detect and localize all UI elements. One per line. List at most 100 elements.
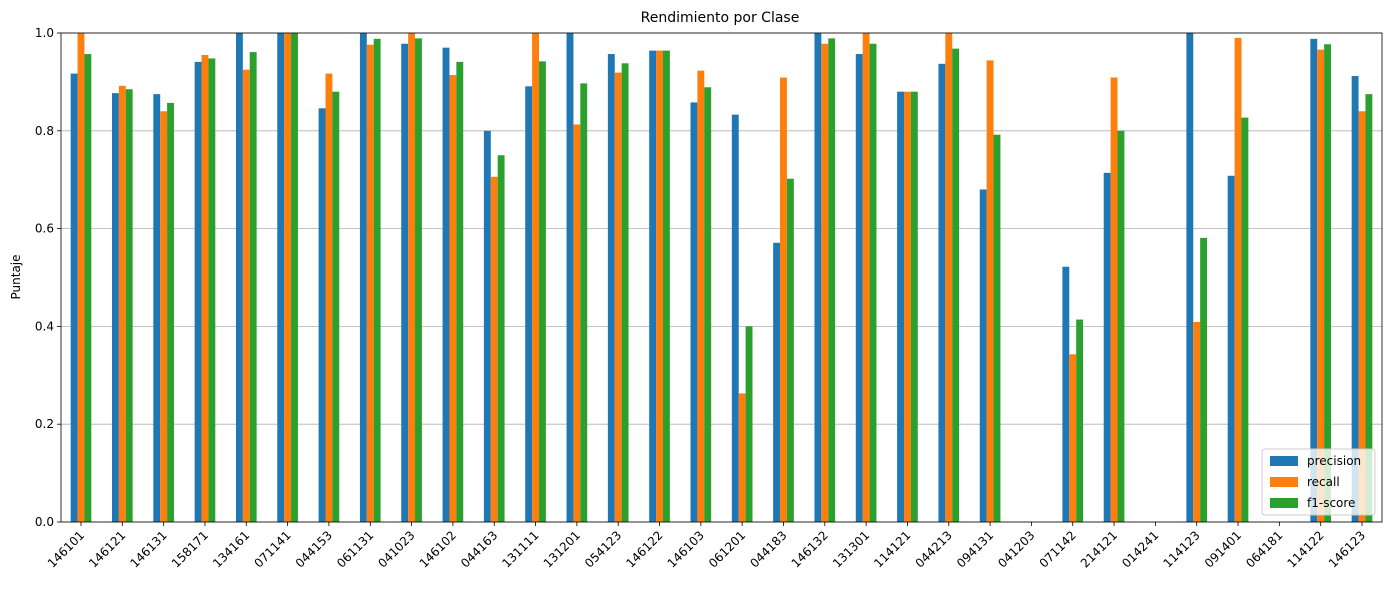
legend-label: f1-score <box>1307 496 1355 510</box>
bar-precision <box>607 54 615 522</box>
bar-f1-score <box>621 63 629 523</box>
y-tick-label: 0.0 <box>35 515 54 529</box>
x-tick-label: 061201 <box>706 528 748 570</box>
bar-recall <box>201 55 209 522</box>
bar-f1-score <box>1365 94 1373 522</box>
y-axis-label: Puntaje <box>9 254 23 299</box>
legend-swatch-recall <box>1270 477 1298 487</box>
bar-precision <box>855 54 863 522</box>
bar-precision <box>897 91 905 523</box>
x-tick-label: 131201 <box>541 528 583 570</box>
bar-recall <box>77 33 85 522</box>
x-tick-label: 071142 <box>1037 528 1079 570</box>
bar-recall <box>325 73 333 522</box>
x-tick-label: 146121 <box>86 528 128 570</box>
bar-f1-score <box>869 43 877 523</box>
bar-f1-score <box>291 33 298 522</box>
bar-precision <box>731 114 739 523</box>
x-tick-label: 131301 <box>830 528 872 570</box>
bar-recall <box>697 70 705 522</box>
x-tick-label: 091401 <box>1202 528 1244 570</box>
bar-precision <box>153 94 161 522</box>
x-tick-label: 044153 <box>293 528 335 570</box>
bar-precision <box>1186 33 1194 522</box>
bar-precision <box>483 130 491 523</box>
bar-precision <box>1310 38 1318 522</box>
legend: precision recall f1-score <box>1261 448 1376 516</box>
y-ticks: 0.0 0.2 0.4 0.6 0.8 1.0 <box>35 26 61 529</box>
bar-recall <box>1110 77 1118 523</box>
x-tick-label: 054123 <box>582 528 624 570</box>
bar-precision <box>1351 76 1359 523</box>
bar-recall <box>449 75 457 522</box>
bar-f1-score <box>373 38 381 522</box>
bars <box>70 33 1373 523</box>
x-tick-label: 146103 <box>665 528 707 570</box>
x-tick-label: 064181 <box>1243 528 1285 570</box>
bar-precision <box>773 242 781 522</box>
bar-precision <box>111 93 119 522</box>
bar-f1-score <box>1117 130 1125 523</box>
bar-recall <box>1234 37 1242 522</box>
bar-recall <box>945 33 953 522</box>
bar-f1-score <box>993 134 1001 522</box>
bar-recall <box>490 176 498 523</box>
bar-f1-score <box>580 83 588 522</box>
bar-f1-score <box>1241 117 1249 523</box>
bar-f1-score <box>662 50 670 522</box>
bar-f1-score <box>910 91 918 523</box>
x-tick-label: 044163 <box>458 528 500 570</box>
bar-recall <box>986 60 994 522</box>
bar-precision <box>1227 175 1235 522</box>
chart-title: Rendimiento por Clase <box>641 10 800 26</box>
bar-precision <box>235 33 243 522</box>
bar-recall <box>573 124 581 523</box>
bar-precision <box>70 73 78 522</box>
bar-recall <box>160 111 168 523</box>
bar-precision <box>938 63 946 522</box>
x-tick-label: 114122 <box>1285 528 1327 570</box>
bar-precision <box>979 189 987 523</box>
bar-recall <box>118 85 126 522</box>
y-tick-label: 1.0 <box>35 26 54 40</box>
x-tick-label: 114123 <box>1161 528 1203 570</box>
bar-precision <box>814 33 822 522</box>
y-tick-label: 0.4 <box>35 319 54 333</box>
bar-f1-score <box>828 38 836 523</box>
bar-f1-score <box>456 61 464 522</box>
x-tick-label: 014241 <box>1119 528 1161 570</box>
x-tick-label: 071141 <box>251 528 293 570</box>
legend-label: recall <box>1307 475 1340 489</box>
x-tick-label: 044183 <box>747 528 789 570</box>
bar-precision <box>194 61 202 522</box>
bar-f1-score <box>332 91 340 523</box>
bar-recall <box>1358 111 1366 523</box>
grid-lines <box>61 32 1382 523</box>
x-tick-label: 114121 <box>871 528 913 570</box>
axes <box>60 32 1383 523</box>
bar-recall <box>738 393 746 522</box>
bar-f1-score <box>125 89 133 523</box>
bar-f1-score <box>538 61 546 522</box>
bar-precision <box>318 108 326 522</box>
bar-recall <box>656 50 663 522</box>
bar-recall <box>821 43 829 523</box>
y-tick-label: 0.8 <box>35 124 54 138</box>
bar-f1-score <box>167 102 174 522</box>
bar-recall <box>862 33 870 522</box>
bar-f1-score <box>249 52 257 523</box>
y-tick-label: 0.6 <box>35 222 54 236</box>
bar-recall <box>904 91 911 523</box>
x-tick-label: 134161 <box>210 528 252 570</box>
bar-recall <box>780 77 787 523</box>
x-tick-label: 061131 <box>334 528 376 570</box>
bar-f1-score <box>84 54 92 522</box>
x-tick-label: 146102 <box>417 528 459 570</box>
x-tick-label: 146101 <box>45 528 87 570</box>
x-tick-label: 146132 <box>789 528 831 570</box>
bar-f1-score <box>745 326 753 522</box>
bar-f1-score <box>786 178 794 523</box>
bar-recall <box>614 72 622 522</box>
x-tick-label: 041203 <box>995 528 1037 570</box>
